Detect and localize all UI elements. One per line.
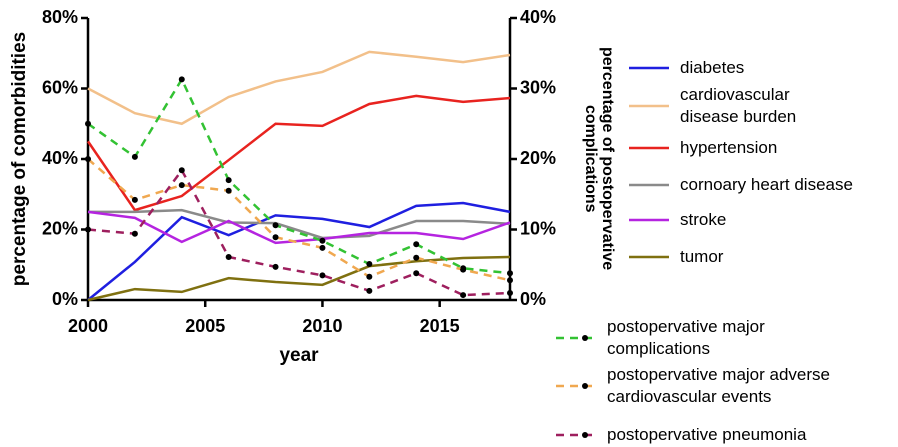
y2-tick-label: 10% [520,218,556,238]
legend-label: stroke [680,210,727,229]
legend-label: postopervative major complications [607,317,765,358]
x-tick-label: 2015 [420,316,460,336]
legend-swatch [629,146,669,150]
y-tick-label: 80% [42,7,78,27]
x-tick-label: 2000 [68,316,108,336]
y2-tick-label: 30% [520,77,556,97]
legend-swatch [556,383,596,389]
legend-label: cornoary heart disease [680,175,853,194]
series-line [87,76,511,275]
data-point [85,120,91,127]
data-point [366,273,373,280]
series-line [86,94,511,212]
legend-item: hypertension [628,137,777,159]
legend-swatch [629,66,669,70]
data-point [413,254,420,261]
legend-label: postopervative major adverse cardiovascu… [607,365,831,406]
legend-label: postopervative pneumonia [607,425,807,444]
legend-swatch [556,432,596,438]
legend-marker [582,335,588,341]
legend-item: tumor [628,246,723,268]
legend-item: postopervative major complications [555,316,867,360]
legend-item: cardiovascular disease burden [628,84,830,128]
legend-item: postopervative pneumonia [555,424,806,446]
y-axis-title: percentage of comorbidities [9,32,30,286]
series-line [87,50,511,126]
legend-label: tumor [680,247,724,266]
y2-tick-label: 20% [520,148,556,168]
data-point [366,287,373,294]
data-point [507,270,513,277]
data-point [413,241,420,248]
legend-item: stroke [628,209,726,231]
legend-marker [582,383,588,389]
data-point [131,196,138,203]
legend-swatch [629,255,669,259]
data-point [272,234,279,241]
series-line [87,158,511,282]
y2-axis-title: percentage of postopervative complicatio… [582,47,616,271]
data-point [131,153,138,160]
data-point [178,167,185,174]
legend-swatch [629,104,669,108]
data-point [319,244,326,251]
legend-label: cardiovascular disease burden [680,85,797,126]
data-point [178,76,185,83]
data-point [225,177,232,184]
data-point [272,263,279,270]
legend-item: postopervative major adverse cardiovascu… [555,364,877,408]
data-point [178,182,185,189]
data-point [366,261,373,268]
y2-tick-label: 40% [520,7,556,27]
data-point [225,187,232,194]
legend-label: diabetes [680,58,745,77]
series-line [87,255,511,302]
data-point [460,266,467,273]
y-tick-label: 40% [42,148,78,168]
data-point [460,292,467,299]
data-point [507,289,513,296]
y-tick-label: 20% [42,218,78,238]
legend-item: cornoary heart disease [628,174,853,196]
data-point [319,237,326,244]
legend-swatch [629,218,669,222]
data-point [319,272,326,279]
series-line [88,208,511,240]
legend-marker [582,432,588,438]
legend-label: hypertension [680,138,778,157]
data-point [507,277,513,284]
data-point [85,156,91,162]
legend-swatch [556,335,596,341]
y2-tick-label: 0% [520,289,546,309]
x-axis-title: year [279,345,319,366]
data-point [85,226,91,233]
x-tick-label: 2010 [302,316,342,336]
data-point [272,222,279,229]
y-tick-label: 0% [52,289,78,309]
data-point [225,253,232,260]
x-tick-label: 2005 [185,316,225,336]
data-point [413,270,420,277]
series-line [87,201,511,301]
legend-swatch [629,183,669,187]
series-line [87,167,511,297]
legend-item: diabetes [628,57,744,79]
series-line [87,210,511,245]
data-point [131,230,138,237]
y-tick-label: 60% [42,77,78,97]
